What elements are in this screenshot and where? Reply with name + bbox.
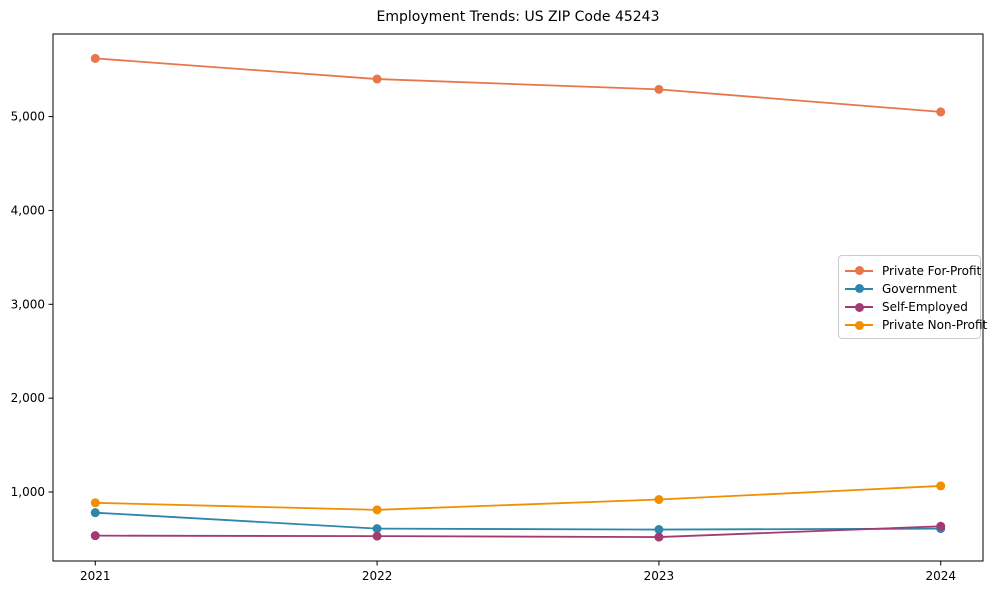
data-point-marker: [936, 481, 946, 491]
legend-label: Self-Employed: [882, 300, 968, 315]
data-point-marker: [90, 498, 100, 508]
data-point-marker: [654, 495, 664, 505]
data-point-marker: [936, 107, 946, 117]
data-point-marker: [372, 531, 382, 541]
axes-box: [52, 33, 984, 562]
legend-line-marker: [845, 302, 873, 312]
y-tick-label: 5,000: [11, 110, 45, 124]
data-point-marker: [372, 524, 382, 534]
legend-item-private-for-profit: Private For-Profit: [845, 262, 981, 279]
x-tick-label: 2021: [80, 569, 111, 583]
y-tick-label: 3,000: [11, 297, 45, 311]
legend-line-marker: [845, 320, 873, 330]
x-tick-label: 2024: [925, 569, 956, 583]
chart-title: Employment Trends: US ZIP Code 45243: [376, 9, 660, 25]
y-tick-label: 4,000: [11, 203, 45, 217]
data-point-marker: [90, 531, 100, 541]
data-point-marker: [372, 505, 382, 515]
data-point-marker: [936, 521, 946, 531]
legend-label: Private Non-Profit: [882, 318, 988, 333]
x-tick-label: 2023: [644, 569, 675, 583]
legend-line-marker: [845, 284, 873, 294]
legend-line-marker: [845, 266, 873, 275]
series-line-private-for-profit: [94, 57, 942, 113]
legend-item-self-employed: Self-Employed: [845, 299, 976, 316]
data-point-marker: [372, 74, 382, 84]
series-line-government: [94, 511, 942, 531]
data-point-marker: [654, 525, 664, 535]
legend-item-government: Government: [845, 280, 976, 297]
series-line-self-employed: [94, 525, 942, 538]
legend-label: Government: [882, 281, 957, 296]
data-point-marker: [654, 84, 664, 94]
legend-item-private-non-profit: Private Non-Profit: [845, 317, 987, 334]
y-tick-label: 2,000: [11, 391, 45, 405]
data-point-marker: [654, 532, 664, 542]
data-point-marker: [90, 508, 100, 518]
data-point-marker: [90, 53, 100, 63]
legend-label: Private For-Profit: [882, 263, 982, 278]
y-tick-label: 1,000: [11, 485, 45, 499]
legend: Private For-Profit Government Self-Emplo…: [838, 255, 987, 339]
x-tick-label: 2022: [362, 569, 393, 583]
series-line-private-non-profit: [94, 485, 942, 511]
